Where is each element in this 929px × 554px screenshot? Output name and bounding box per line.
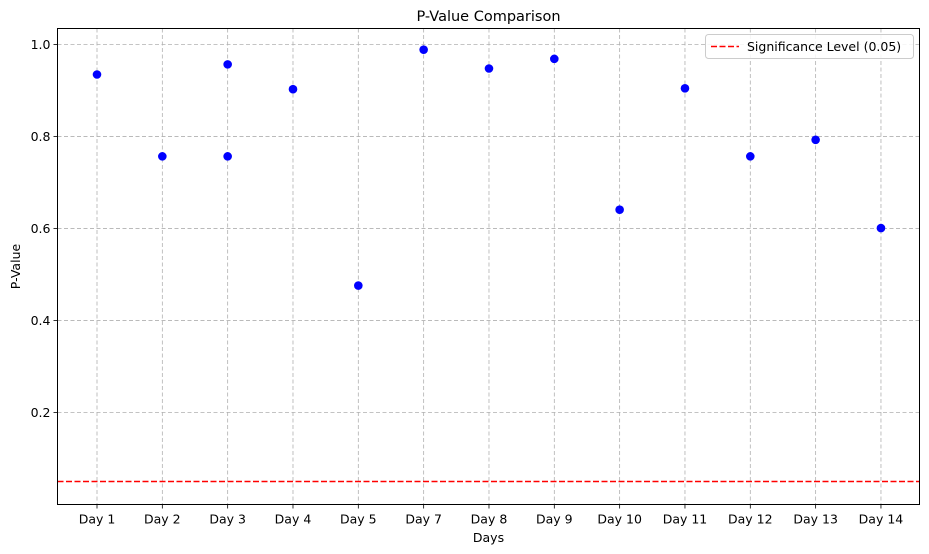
- plot-frame: [57, 28, 920, 505]
- x-tick-label: Day 13: [793, 512, 838, 527]
- y-tick-label: 1.0: [31, 37, 51, 52]
- legend-significance-label: Significance Level (0.05): [747, 39, 901, 54]
- data-point: [223, 60, 232, 69]
- y-tick-label: 0.2: [31, 405, 51, 420]
- y-tick-label: 0.6: [31, 221, 51, 236]
- x-tick-label: Day 1: [79, 512, 116, 527]
- legend-box: [705, 34, 914, 59]
- x-tick-label: Day 8: [471, 512, 508, 527]
- data-point: [158, 152, 167, 161]
- data-point: [550, 54, 559, 64]
- data-point: [615, 205, 624, 215]
- x-axis-label: Days: [473, 530, 504, 545]
- x-axis-ticks: Day 1 Day 2 Day 3 Day 4 Day 5 Day 7 Day 8 Day 9…: [79, 504, 904, 527]
- legend: Significance Level (0.05): [705, 34, 914, 59]
- data-point: [419, 45, 428, 54]
- data-point: [484, 64, 494, 73]
- x-tick-label: Day 10: [597, 512, 642, 527]
- data-point: [288, 84, 298, 94]
- x-tick-label: Day 2: [144, 512, 181, 527]
- chart-title: P-Value Comparison: [416, 9, 560, 25]
- data-point: [223, 152, 232, 161]
- x-tick-label: Day 5: [340, 512, 377, 527]
- y-axis-ticks: 0.2 0.4 0.6 0.8 1.0: [31, 37, 58, 420]
- x-tick-label: Day 11: [663, 512, 708, 527]
- x-tick-label: Day 9: [536, 512, 573, 527]
- x-tick-label: Day 14: [859, 512, 904, 527]
- data-point: [811, 135, 820, 145]
- y-tick-label: 0.8: [31, 129, 51, 144]
- x-tick-label: Day 7: [405, 512, 442, 527]
- grid-lines: [57, 28, 920, 505]
- x-tick-label: Day 4: [275, 512, 312, 527]
- x-tick-label: Day 3: [209, 512, 246, 527]
- x-tick-label: Day 12: [728, 512, 773, 527]
- data-point: [746, 152, 755, 161]
- data-point: [680, 83, 690, 93]
- data-point: [354, 281, 363, 290]
- y-tick-label: 0.4: [31, 313, 51, 328]
- y-axis-label: P-Value: [8, 244, 23, 290]
- data-point: [92, 70, 102, 79]
- data-point: [876, 223, 886, 233]
- data-points: [92, 45, 886, 290]
